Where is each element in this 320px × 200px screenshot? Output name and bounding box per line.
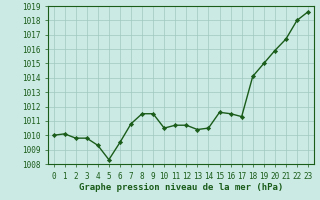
X-axis label: Graphe pression niveau de la mer (hPa): Graphe pression niveau de la mer (hPa) <box>79 183 283 192</box>
